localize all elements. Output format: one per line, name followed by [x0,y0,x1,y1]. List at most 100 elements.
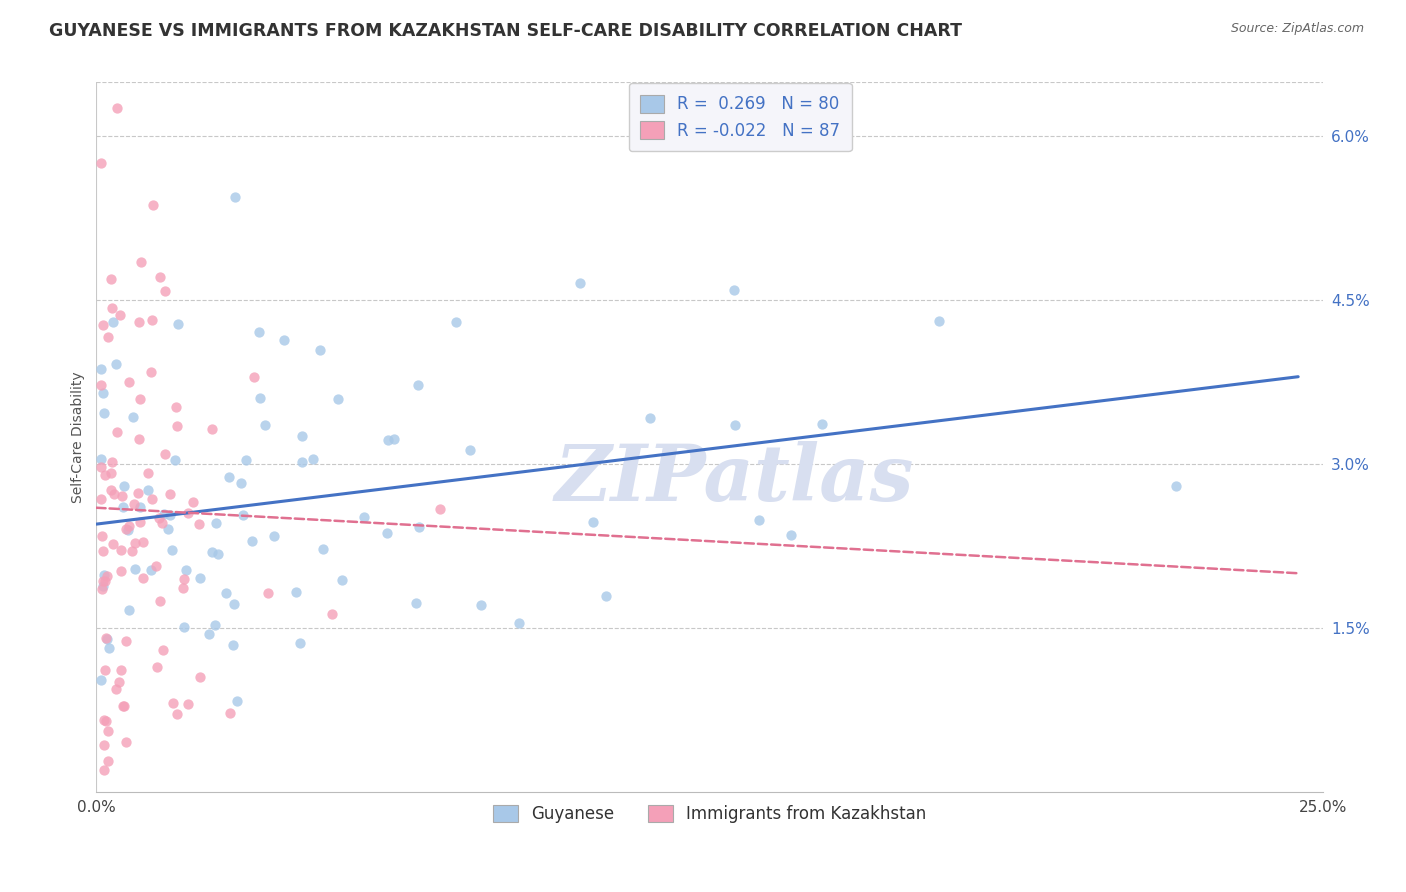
Point [166,419,188,434]
Point [377,525,399,540]
Point [100,272,122,286]
Point [142,198,165,212]
Point [117,519,139,533]
Point [136,483,159,498]
Point [408,520,430,534]
Point [93,568,115,582]
Point [312,542,335,557]
Point [222,598,245,612]
Point [153,284,176,298]
Point [198,626,221,640]
Point [128,315,150,329]
Point [110,564,132,578]
Point [724,417,747,432]
Point [181,495,204,509]
Point [91,529,114,543]
Point [100,466,122,480]
Point [569,276,592,290]
Point [159,487,181,501]
Point [104,357,127,371]
Point [232,508,254,522]
Point [110,663,132,677]
Point [122,409,145,424]
Point [128,432,150,446]
Point [136,467,159,481]
Point [96,632,118,646]
Point [90,460,112,475]
Point [117,523,139,537]
Point [215,586,238,600]
Point [96,631,118,645]
Point [118,602,141,616]
Point [149,270,172,285]
Point [218,470,240,484]
Point [90,452,112,467]
Point [408,378,430,392]
Point [188,571,211,585]
Point [152,643,174,657]
Point [779,528,801,542]
Point [172,581,194,595]
Point [141,313,163,327]
Point [174,563,197,577]
Point [129,255,152,269]
Point [188,670,211,684]
Point [141,563,163,577]
Point [207,547,229,561]
Point [229,476,252,491]
Point [93,738,115,752]
Point [111,699,134,714]
Point [810,417,832,431]
Point [128,515,150,529]
Point [156,522,179,536]
Point [165,452,187,467]
Point [150,516,173,530]
Point [93,574,115,588]
Point [103,487,125,501]
Point [326,392,349,406]
Point [159,508,181,522]
Point [110,543,132,558]
Point [330,573,353,587]
Point [243,370,266,384]
Point [257,585,280,599]
Point [101,455,124,469]
Point [139,365,162,379]
Point [108,675,131,690]
Point [93,713,115,727]
Point [301,451,323,466]
Point [115,522,138,536]
Point [582,515,605,529]
Point [91,385,114,400]
Point [90,362,112,376]
Point [105,425,128,439]
Point [128,500,150,515]
Point [111,500,134,515]
Text: GUYANESE VS IMMIGRANTS FROM KAZAKHSTAN SELF-CARE DISABILITY CORRELATION CHART: GUYANESE VS IMMIGRANTS FROM KAZAKHSTAN S… [49,22,962,40]
Point [112,479,135,493]
Point [97,641,120,656]
Point [444,315,467,329]
Point [153,507,176,521]
Point [253,418,276,433]
Point [928,314,950,328]
Point [173,572,195,586]
Point [132,535,155,549]
Text: ZIPatlas: ZIPatlas [554,442,914,517]
Point [640,410,662,425]
Point [91,579,114,593]
Point [91,574,114,588]
Point [149,593,172,607]
Point [748,513,770,527]
Point [219,706,242,720]
Point [97,754,120,768]
Point [177,506,200,520]
Point [377,433,399,447]
Point [90,673,112,687]
Point [200,545,222,559]
Point [458,442,481,457]
Point [96,714,118,728]
Point [90,155,112,169]
Point [90,582,112,597]
Point [173,619,195,633]
